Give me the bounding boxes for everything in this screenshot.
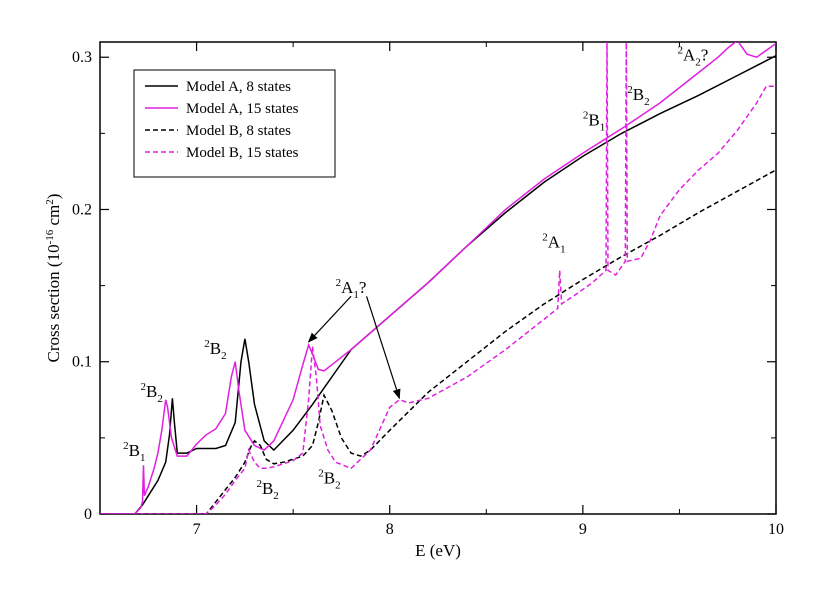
state-annotation: 2B2 [256,478,278,502]
y-tick-label: 0.3 [72,49,92,66]
state-annotation: 2B2 [141,381,163,405]
annotation-index: 1 [600,122,606,134]
state-annotation: 2B1 [583,110,605,134]
state-annotation: 2A2? [677,44,708,68]
annotation-arrow [365,296,401,400]
legend-box [133,69,336,178]
annotation-multiplicity: 2 [204,338,210,350]
annotation-symmetry: B [129,441,140,460]
axis-ticks: 7 8 9 10 0 0.1 0.2 0.3 [72,42,784,538]
annotation-suffix: ? [701,45,709,64]
annotation-index: 2 [335,480,341,492]
annotation-symmetry: A [341,278,354,297]
y-tick-label: 0.2 [72,201,92,218]
state-annotation: 2B2 [204,338,226,362]
legend: Model A, 8 states Model A, 15 states Model… [133,69,336,178]
annotation-symmetry: A [548,233,561,252]
annotation-multiplicity: 2 [336,277,342,289]
annotation-index: 2 [273,490,279,502]
annotation-symmetry: B [210,339,221,358]
annotation-symmetry: B [146,382,157,401]
state-annotation: 2A1 [542,232,565,256]
annotation-multiplicity: 2 [123,440,129,452]
y-axis-title-exp2: 2 [44,199,56,205]
state-annotation: 2B2 [318,468,340,492]
x-tick-label: 10 [768,521,784,538]
y-axis-title: Cross section (10-16 cm2) [44,194,63,363]
legend-label: Model B, 8 states [186,123,291,139]
series-layer [100,42,776,514]
y-tick-label: 0.1 [72,354,92,371]
annotation-symmetry: B [588,111,599,130]
legend-label: Model B, 15 states [186,145,299,161]
annotation-index: 1 [140,452,146,464]
annotation-multiplicity: 2 [627,84,633,96]
y-axis-title-end: ) [44,194,63,200]
annotation-arrow [307,295,352,343]
plot-frame [99,41,777,515]
x-tick-label: 9 [579,521,587,538]
y-tick-label: 0 [84,506,92,523]
annotation-index: 2 [157,393,163,405]
series-line-2 [100,42,776,514]
state-annotation: 2B2 [627,84,649,108]
y-axis-title-main: Cross section (10 [44,244,63,362]
annotation-symmetry: A [683,45,696,64]
annotation-index: 2 [221,350,227,362]
annotation-symmetry: B [324,469,335,488]
annotation-multiplicity: 2 [677,44,683,56]
state-annotation: 2A1? [336,277,367,301]
x-tick-label: 7 [193,521,201,538]
y-axis-title-exp: -16 [44,229,56,244]
series-line-3 [100,169,776,514]
annotation-multiplicity: 2 [141,381,147,393]
series-line-4 [100,42,776,514]
y-axis-title-mid: cm [44,205,63,230]
annotation-index: 2 [644,96,650,108]
annotation-symmetry: B [633,85,644,104]
annotation-index: 1 [353,289,359,301]
annotation-multiplicity: 2 [583,110,589,122]
annotation-suffix: ? [359,278,367,297]
state-annotation: 2B1 [123,440,145,464]
series-line-1 [100,55,776,514]
annotation-index: 2 [695,56,701,68]
annotation-symmetry: B [262,479,273,498]
legend-label: Model A, 8 states [186,79,291,95]
annotation-multiplicity: 2 [318,468,324,480]
legend-label: Model A, 15 states [186,101,299,117]
annotation-multiplicity: 2 [542,232,548,244]
x-axis-title: E (eV) [415,541,461,560]
x-tick-label: 8 [386,521,394,538]
annotation-index: 1 [560,244,566,256]
annotation-multiplicity: 2 [256,478,262,490]
